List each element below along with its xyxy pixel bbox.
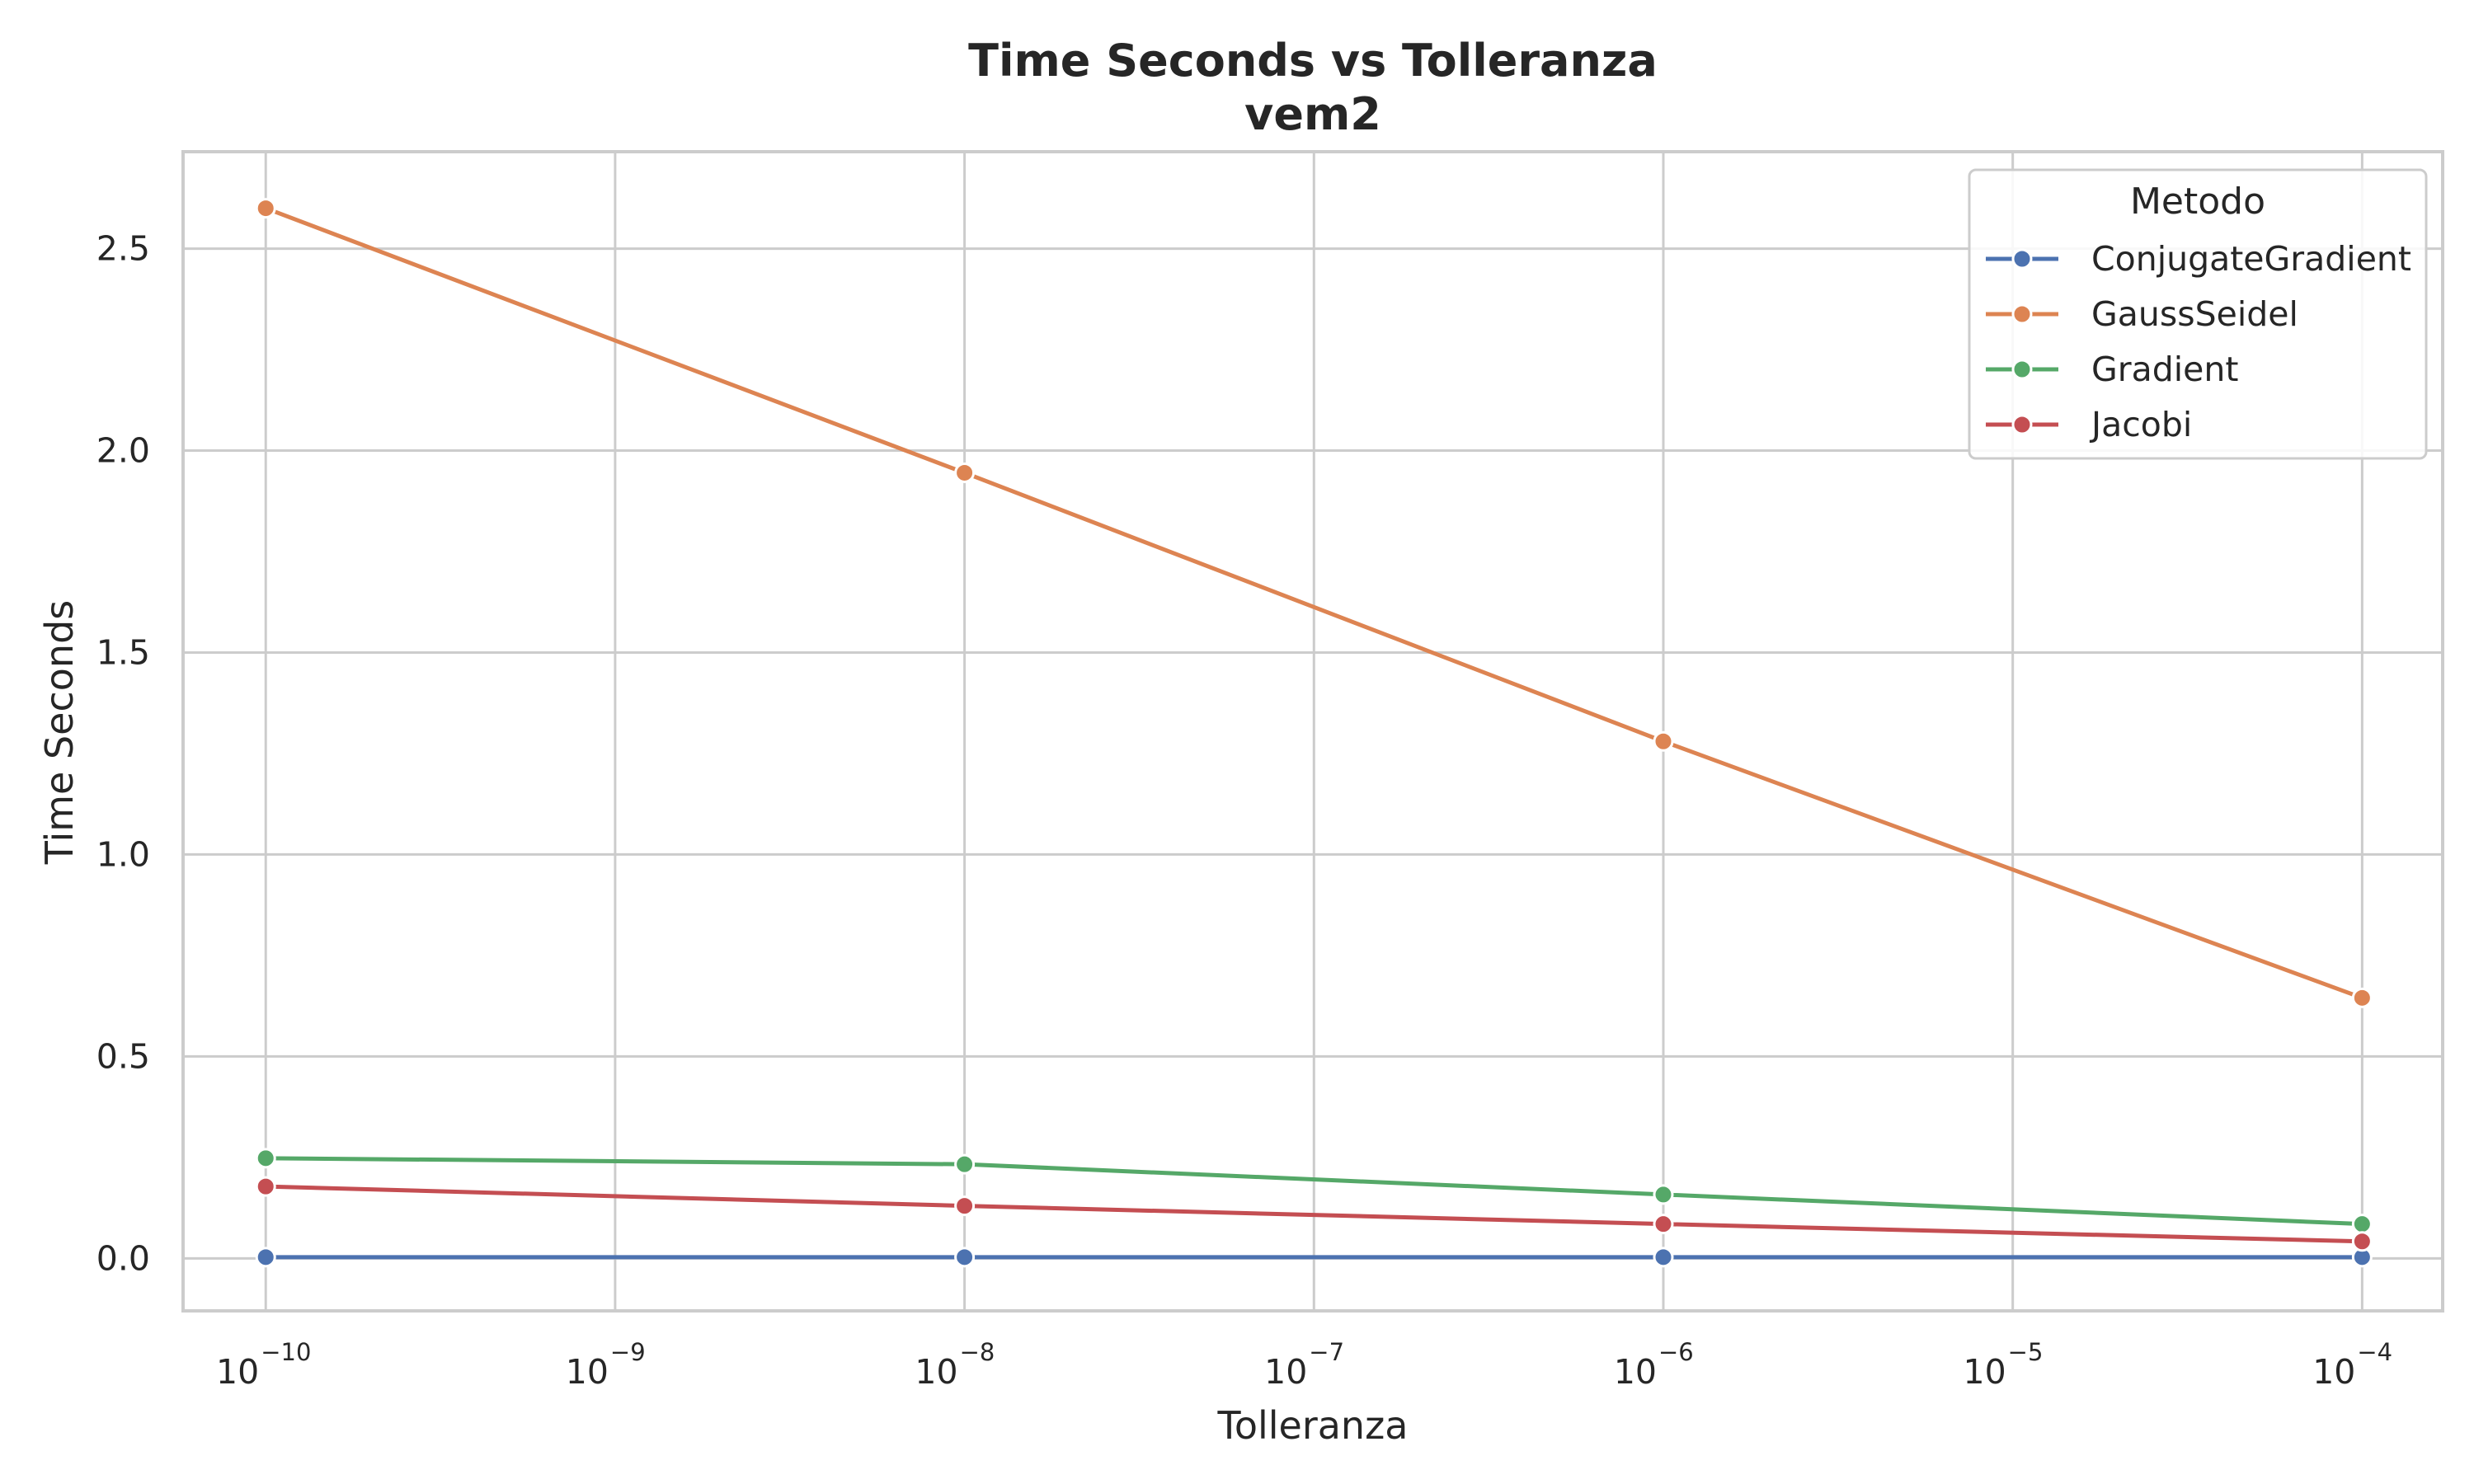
x-tick-label: 10 −7 — [1264, 1338, 1344, 1392]
data-point — [1653, 1184, 1674, 1205]
data-point — [255, 1176, 276, 1197]
legend-label: GaussSeidel — [2091, 294, 2298, 334]
x-tick-base: 10 — [1614, 1352, 1657, 1392]
x-tick-exponent: −5 — [2008, 1338, 2044, 1366]
legend: Metodo ConjugateGradient GaussSeidel Gradi… — [1968, 168, 2428, 460]
x-tick-base: 10 — [1264, 1352, 1307, 1392]
y-axis-ticks: 0.0 0.5 1.0 1.5 2.0 2.5 — [96, 229, 150, 1279]
x-tick-exponent: −7 — [1309, 1338, 1344, 1366]
legend-marker — [2011, 359, 2033, 380]
legend-title: Metodo — [2130, 181, 2265, 223]
data-point — [2351, 1231, 2373, 1252]
data-point — [2351, 987, 2373, 1008]
legend-entry: GaussSeidel — [1986, 294, 2298, 334]
series-lines — [255, 198, 2373, 1268]
legend-entry: Gradient — [1986, 350, 2238, 389]
data-point — [255, 1148, 276, 1169]
y-tick-label: 0.5 — [96, 1036, 150, 1076]
data-point — [1653, 730, 1674, 752]
data-point — [1653, 1247, 1674, 1268]
x-tick-exponent: −6 — [1658, 1338, 1694, 1366]
y-axis-label: Time Seconds — [37, 600, 82, 865]
y-tick-label: 2.0 — [96, 431, 150, 471]
legend-marker — [2011, 248, 2033, 270]
legend-label: Gradient — [2091, 350, 2238, 389]
y-tick-label: 0.0 — [96, 1238, 150, 1278]
x-tick-exponent: −10 — [261, 1338, 311, 1366]
plot-frame — [181, 150, 2444, 1313]
x-tick-label: 10 −9 — [566, 1338, 646, 1392]
x-axis-ticks: 10 −10 10 −9 10 −8 10 −7 10 −6 10 −5 10 −4 — [216, 1338, 2392, 1392]
legend-marker — [2011, 303, 2033, 325]
data-point — [954, 462, 976, 483]
series-line — [266, 1184, 2363, 1244]
series-gradient — [255, 1148, 2373, 1235]
x-tick-base: 10 — [2312, 1352, 2355, 1392]
data-point — [255, 198, 276, 219]
x-tick-label: 10 −10 — [216, 1338, 311, 1392]
data-point — [954, 1247, 976, 1268]
x-tick-label: 10 −5 — [1964, 1338, 2044, 1392]
series-gaussseidel — [255, 198, 2373, 1008]
legend-box — [1968, 168, 2428, 460]
y-tick-label: 1.5 — [96, 632, 150, 672]
legend-entries: ConjugateGradient GaussSeidel Gradient Jaco… — [1986, 239, 2411, 444]
series-line — [266, 1156, 2363, 1227]
x-tick-exponent: −8 — [960, 1338, 995, 1366]
series-conjugategradient — [255, 1247, 2373, 1268]
x-tick-exponent: −9 — [610, 1338, 646, 1366]
chart-title-line-1: Time Seconds vs Tolleranza — [968, 35, 1658, 87]
legend-label: Jacobi — [2089, 405, 2192, 444]
x-tick-label: 10 −8 — [915, 1338, 995, 1392]
data-point — [255, 1247, 276, 1268]
y-tick-label: 2.5 — [96, 229, 150, 269]
legend-marker — [2011, 414, 2033, 435]
y-tick-label: 1.0 — [96, 834, 150, 874]
x-tick-base: 10 — [216, 1352, 259, 1392]
x-tick-label: 10 −4 — [2312, 1338, 2392, 1392]
legend-entry: Jacobi — [1986, 405, 2192, 444]
x-tick-base: 10 — [1964, 1352, 2006, 1392]
x-tick-base: 10 — [915, 1352, 957, 1392]
chart-title-line-2: vem2 — [1244, 88, 1381, 140]
series-line — [265, 206, 2363, 1000]
legend-entry: ConjugateGradient — [1986, 239, 2411, 279]
x-tick-label: 10 −6 — [1614, 1338, 1694, 1392]
legend-label: ConjugateGradient — [2091, 239, 2411, 279]
data-point — [2351, 1214, 2373, 1235]
data-point — [1653, 1214, 1674, 1235]
data-point — [954, 1153, 976, 1175]
x-tick-base: 10 — [566, 1352, 609, 1392]
x-axis-label: Tolleranza — [1217, 1403, 1409, 1448]
x-tick-exponent: −4 — [2357, 1338, 2392, 1366]
data-point — [954, 1195, 976, 1217]
series-jacobi — [255, 1176, 2373, 1252]
